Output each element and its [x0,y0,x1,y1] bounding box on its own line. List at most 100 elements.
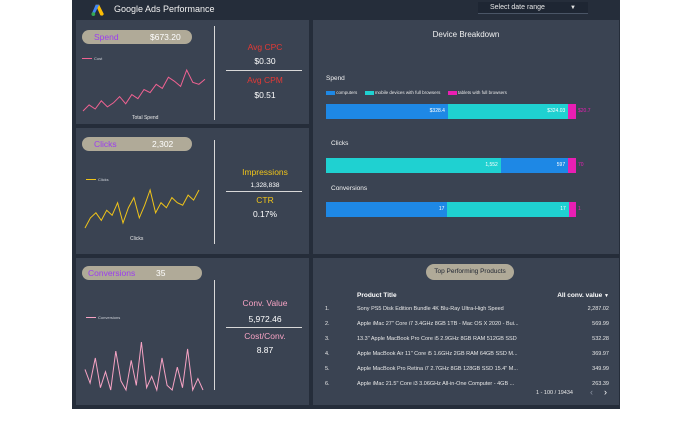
divider [214,140,215,244]
row-rank: 4. [325,351,330,357]
bar-segment-label: $328.4 [429,108,445,114]
table-row[interactable]: 5. Apple MacBook Pro Retina i7 2.7GHz 8GB… [313,362,619,377]
cost-legend-label: Cost [94,56,103,61]
clicks-legend-swatch [86,179,96,181]
row-conv-value: 263.39 [592,381,609,387]
row-rank: 1. [325,306,330,312]
conversions-panel: Conversions 35 Conversions Conv. Value 5… [76,258,309,405]
row-product-title: Apple MacBook Pro Retina i7 2.7GHz 8GB 1… [357,366,518,372]
avg-cpc-value: $0.30 [254,56,276,66]
col-header-title[interactable]: Product Title [357,292,397,299]
bar-segment[interactable] [447,104,569,119]
divider [214,26,215,120]
conv-value-label: Conv. Value [242,298,288,308]
top-bar: Google Ads Performance Select date range… [72,0,620,18]
bar-segment-label: 70 [578,162,584,168]
clicks-label: Clicks [94,139,117,149]
row-rank: 3. [325,336,330,342]
bar-segment[interactable] [326,104,448,119]
next-page-icon[interactable]: › [604,387,607,397]
divider [226,191,302,192]
date-range-select[interactable]: Select date range ▼ [478,2,588,14]
row-product-title: Sony PS5 Disk Edition Bundle 4K Blu-Ray … [357,306,504,312]
bar-segment[interactable] [326,158,501,173]
product-table-body: 1. Sony PS5 Disk Edition Bundle 4K Blu-Ra… [313,302,619,392]
conversions-sparkline [84,341,204,392]
table-row[interactable]: 4. Apple MacBook Air 11" Core i5 1.6GHz 2… [313,347,619,362]
row-product-title: Apple MacBook Air 11" Core i5 1.6GHz 2GB… [357,351,518,357]
row-conv-value: 2,287.02 [587,306,609,312]
row-rank: 6. [325,381,330,387]
bar-segment[interactable] [568,202,576,217]
divider [226,327,302,328]
row-rank: 2. [325,321,330,327]
clicks-legend: Clicks [86,177,109,182]
conversions-label: Conversions [88,268,136,278]
clicks-chart-caption: Clicks [130,236,144,242]
clicks-pill: Clicks 2,302 [82,137,192,151]
clicks-legend-label: Clicks [98,177,109,182]
clicks-panel: Clicks 2,302 Clicks Clicks Impressions 1… [76,128,309,254]
bar-segment-label: 1 [578,206,581,212]
ctr-label: CTR [256,195,274,205]
conversions-device-bar: 17 17 1 [326,202,581,217]
sparkline-path [84,188,200,229]
spend-chart-caption: Total Spend [132,115,159,121]
bar-segment-label: $324.03 [547,108,566,114]
legend-swatch-mobile [364,90,374,95]
row-conv-value: 532.28 [592,336,609,342]
top-products-title: Top Performing Products [426,264,514,280]
col-header-value-label: All conv. value [557,292,603,299]
row-product-title: Apple iMac 27" Core i7 3.4GHz 8GB 1TB - … [357,321,519,327]
row-product-title: Apple iMac 21.5" Core i3 3.06GHz All-in-… [357,381,515,387]
row-conv-value: 369.97 [592,351,609,357]
conversions-section-label: Conversions [331,185,368,192]
spend-label: Spend [94,32,119,42]
pagination-label: 1 - 100 / 19434 [535,390,573,396]
legend-label-mobile: mobile devices with full browsers [374,90,441,95]
bar-segment-label: 1,552 [485,162,498,168]
row-product-title: 13.3" Apple MacBook Pro Core i5 2.9GHz 8… [357,336,517,342]
cost-legend-swatch [82,58,92,60]
cost-legend: Cost [82,56,102,61]
bar-segment[interactable] [500,158,569,173]
bar-segment-label: 17 [438,206,445,212]
bar-segment[interactable] [447,202,569,217]
conversions-pill: Conversions 35 [82,266,202,280]
device-breakdown-title: Device Breakdown [432,30,500,39]
spend-device-bar: $328.4 $324.03 $20.7 [326,104,591,119]
app-title: Google Ads Performance [114,4,215,14]
avg-cpm-label: Avg CPM [247,75,283,85]
dashboard: Google Ads Performance Select date range… [72,0,620,409]
bar-segment[interactable] [568,158,576,173]
conversions-legend: Conversions [86,315,120,320]
top-products-panel: Top Performing Products Product Title Al… [313,258,619,405]
ctr-value: 0.17% [252,209,278,219]
impressions-value: 1,328,838 [250,182,280,189]
conversions-value: 35 [156,268,166,278]
avg-cpc-label: Avg CPC [247,42,283,52]
spend-pill: Spend $673.20 [82,30,192,44]
clicks-sparkline [84,188,200,229]
clicks-value: 2,302 [152,139,174,149]
cost-conv-label: Cost/Conv. [244,331,286,341]
google-ads-logo-icon [91,4,104,16]
table-row[interactable]: 1. Sony PS5 Disk Edition Bundle 4K Blu-Ra… [313,302,619,317]
spend-panel: Spend $673.20 Cost Total Spend Avg CPC $… [76,20,309,124]
sort-down-icon: ▼ [604,293,609,299]
legend-label-computers: computers [336,90,358,95]
bar-segment[interactable] [326,202,448,217]
table-row[interactable]: 3. 13.3" Apple MacBook Pro Core i5 2.9GHz… [313,332,619,347]
date-range-label: Select date range [490,4,545,11]
conversions-legend-swatch [86,317,96,319]
sparkline-path [82,68,206,112]
bar-segment[interactable] [568,104,576,119]
spend-value: $673.20 [150,32,181,42]
bar-segment-label: 597 [556,162,566,168]
prev-page-icon[interactable]: ‹ [590,387,593,397]
col-header-value[interactable]: All conv. value ▼ [557,292,609,299]
cost-conv-value: 8.87 [256,345,274,355]
table-row[interactable]: 2. Apple iMac 27" Core i7 3.4GHz 8GB 1TB … [313,317,619,332]
row-conv-value: 569.99 [592,321,609,327]
table-row[interactable]: 6. Apple iMac 21.5" Core i3 3.06GHz All-i… [313,377,619,392]
